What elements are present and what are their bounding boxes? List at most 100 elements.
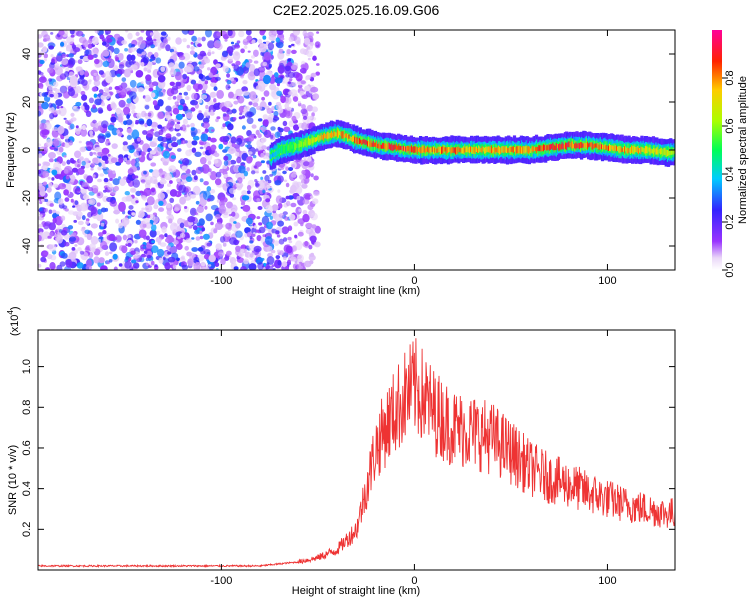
noise-speckle (167, 183, 171, 188)
noise-speckle (131, 60, 136, 64)
noise-speckle (92, 157, 99, 164)
noise-speckle (255, 171, 259, 174)
noise-speckle (236, 156, 242, 164)
noise-speckle (151, 240, 156, 244)
noise-speckle (88, 38, 93, 44)
noise-speckle (197, 83, 203, 90)
spectrogram-ylabel: Frequency (Hz) (5, 112, 17, 188)
noise-speckle (243, 38, 248, 42)
noise-speckle (248, 134, 255, 142)
noise-speckle (195, 261, 201, 266)
noise-speckle (284, 108, 293, 119)
noise-speckle (104, 159, 109, 164)
noise-speckle (178, 55, 186, 61)
noise-speckle (245, 217, 253, 225)
noise-speckle (229, 159, 237, 165)
noise-speckle (79, 69, 85, 76)
noise-speckle (164, 172, 173, 181)
noise-speckle (243, 45, 248, 49)
noise-speckle (314, 241, 321, 248)
snr-exponent-base: (x10 (9, 315, 21, 336)
noise-speckle (125, 119, 133, 126)
noise-speckle (80, 90, 86, 96)
noise-speckle (307, 115, 313, 120)
noise-speckle (112, 66, 119, 71)
noise-speckle (44, 208, 49, 213)
noise-speckle (281, 226, 290, 235)
noise-speckle (46, 267, 51, 270)
noise-speckle (150, 188, 156, 192)
noise-speckle (293, 221, 299, 227)
noise-speckle (79, 146, 87, 153)
noise-speckle (171, 85, 179, 91)
noise-speckle (215, 243, 222, 251)
noise-speckle (157, 99, 164, 107)
noise-speckle (98, 70, 104, 75)
noise-speckle (203, 181, 209, 186)
noise-speckle (216, 116, 221, 120)
noise-speckle (310, 212, 318, 221)
noise-speckle (41, 129, 50, 136)
noise-speckle (214, 152, 220, 158)
noise-speckle (236, 40, 241, 44)
noise-speckle (109, 251, 113, 255)
noise-speckle (181, 140, 186, 145)
noise-speckle (256, 229, 260, 233)
noise-speckle (94, 146, 102, 153)
noise-speckle (137, 87, 145, 93)
noise-speckle (166, 203, 172, 209)
noise-speckle (38, 234, 42, 242)
noise-speckle (213, 228, 218, 234)
noise-speckle (52, 138, 60, 147)
noise-speckle (93, 256, 100, 264)
noise-speckle (139, 120, 145, 125)
noise-speckle (148, 81, 154, 89)
noise-speckle (90, 206, 97, 215)
noise-speckle (312, 56, 317, 61)
noise-speckle (287, 225, 293, 231)
noise-speckle (97, 166, 103, 171)
noise-speckle (88, 97, 94, 104)
noise-speckle (58, 183, 67, 190)
noise-speckle (286, 48, 292, 55)
noise-speckle (107, 58, 115, 69)
noise-speckle (277, 220, 284, 227)
noise-speckle (305, 77, 309, 81)
noise-speckle (162, 256, 166, 261)
noise-speckle (127, 168, 134, 175)
noise-speckle (121, 245, 128, 254)
noise-speckle (53, 148, 59, 152)
noise-speckle (124, 261, 132, 269)
noise-speckle (62, 205, 68, 210)
noise-speckle (206, 242, 212, 247)
noise-speckle (149, 229, 157, 238)
noise-speckle (153, 52, 159, 58)
noise-speckle (39, 59, 45, 65)
noise-speckle (241, 195, 250, 201)
noise-speckle (197, 53, 204, 60)
noise-speckle (157, 111, 165, 119)
noise-speckle (99, 226, 104, 230)
noise-speckle (41, 199, 45, 202)
noise-speckle (297, 102, 302, 107)
noise-speckle (175, 243, 183, 250)
noise-speckle (142, 56, 150, 64)
noise-speckle (305, 228, 314, 235)
noise-speckle (54, 66, 63, 76)
noise-speckle (246, 117, 254, 125)
noise-speckle (238, 165, 246, 174)
noise-speckle (77, 220, 84, 226)
noise-speckle (287, 81, 291, 85)
noise-speckle (169, 197, 175, 203)
noise-speckle (81, 181, 89, 188)
noise-speckle (232, 197, 237, 201)
noise-speckle (68, 251, 77, 260)
noise-speckle (94, 98, 102, 106)
noise-speckle (79, 250, 85, 255)
noise-speckle (309, 160, 315, 166)
noise-speckle (243, 258, 250, 265)
noise-speckle (301, 122, 308, 131)
noise-speckle (176, 178, 181, 183)
noise-speckle (146, 254, 152, 259)
